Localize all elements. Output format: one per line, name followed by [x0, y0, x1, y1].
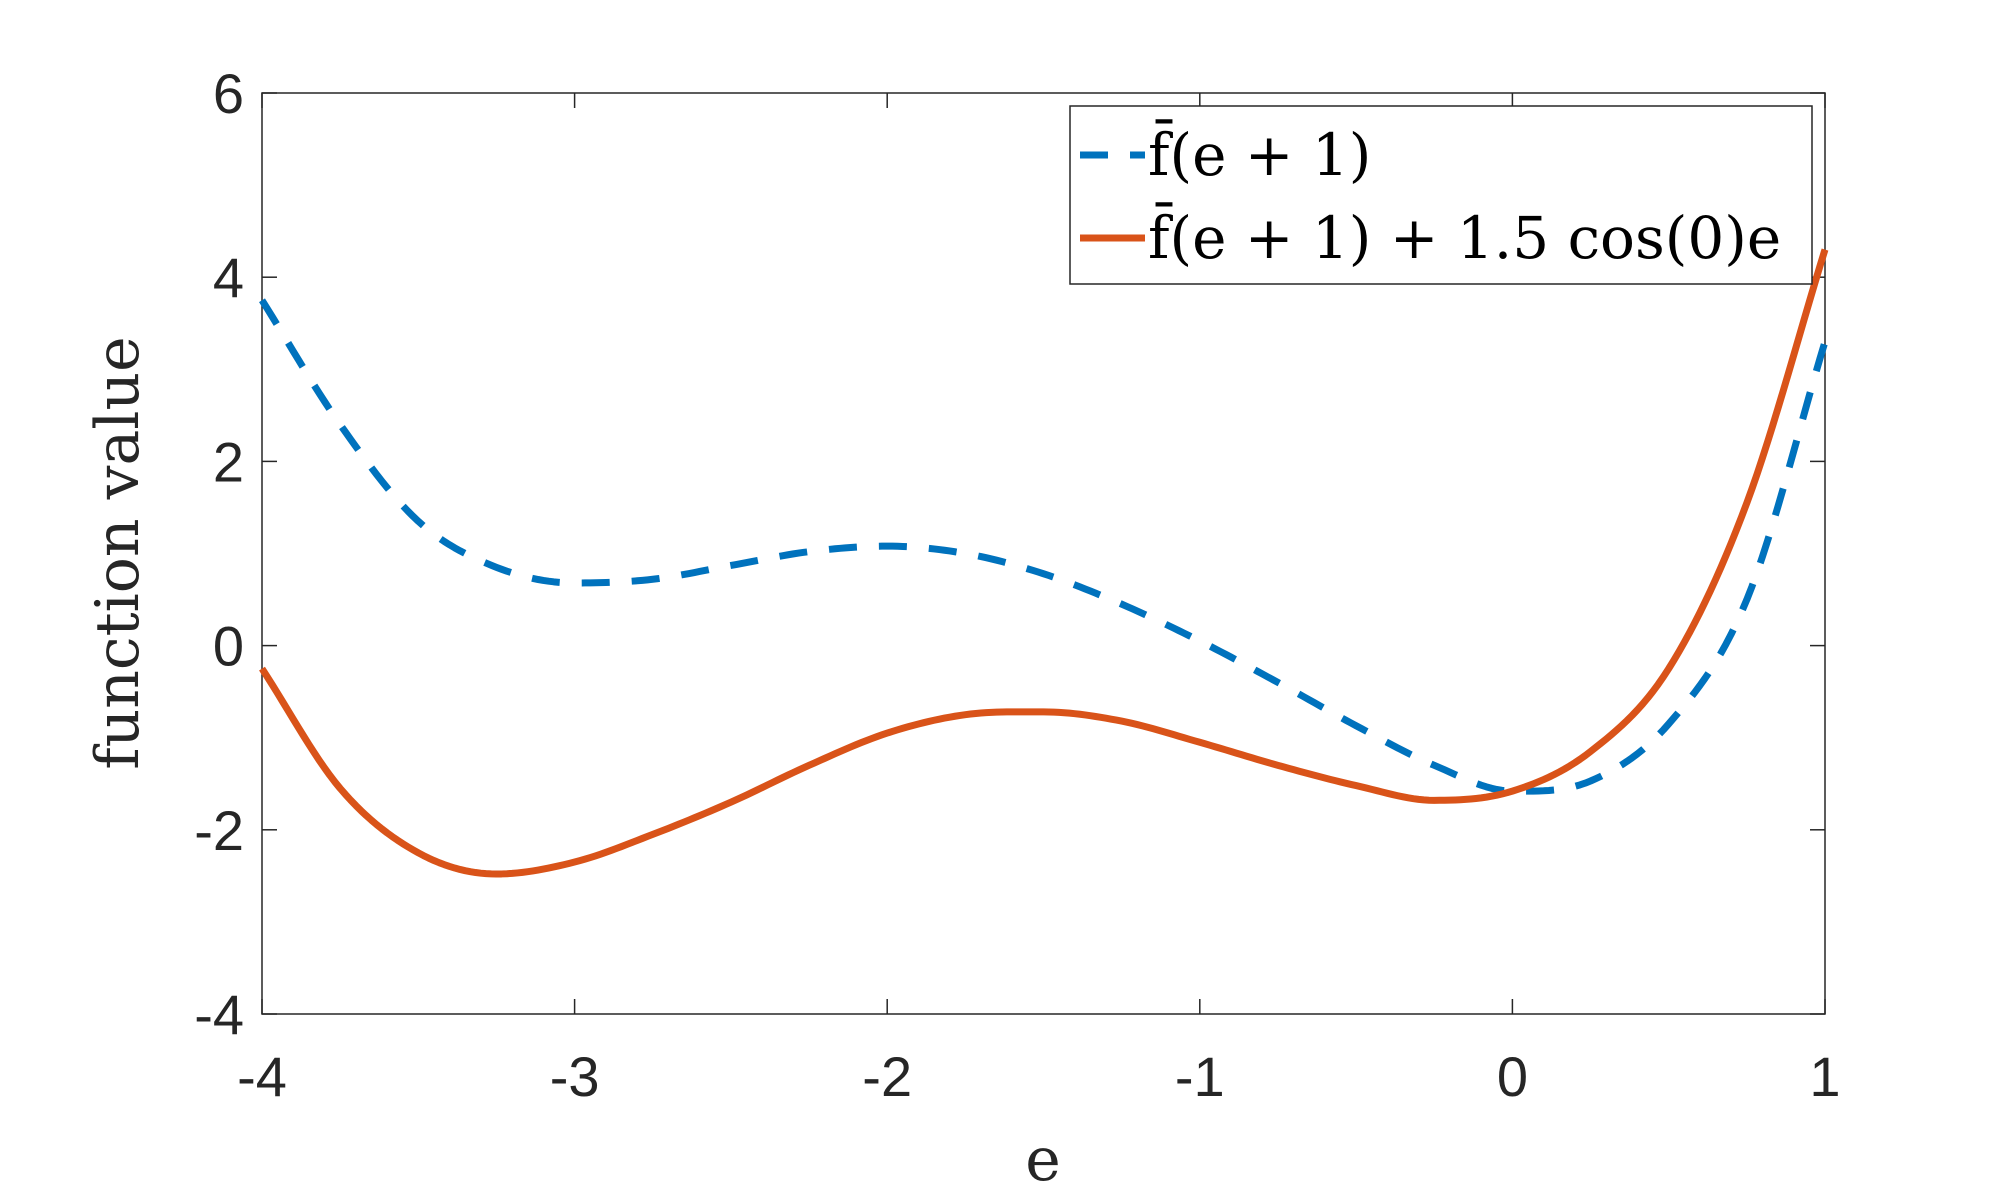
- y-tick-label: 4: [213, 246, 244, 309]
- x-tick-label: 1: [1809, 1045, 1840, 1108]
- legend-label-series-2: f̄(e + 1) + 1.5 cos(0)e: [1148, 201, 1781, 272]
- y-axis-ticks: -4 -2 0 2 4 6: [194, 62, 1825, 1046]
- x-tick-label: -2: [862, 1045, 912, 1108]
- x-tick-label: -1: [1175, 1045, 1225, 1108]
- x-axis-ticks: -4 -3 -2 -1 0 1: [237, 93, 1841, 1108]
- y-tick-label: 2: [213, 430, 244, 493]
- legend-label-series-1: f̄(e + 1): [1148, 118, 1371, 189]
- y-axis-label: function value: [83, 336, 153, 769]
- x-tick-label: -4: [237, 1045, 287, 1108]
- y-tick-label: -4: [194, 983, 244, 1046]
- series-line-1: [259, 298, 1829, 795]
- y-tick-label: -2: [194, 799, 244, 862]
- series-group: [259, 248, 1829, 878]
- legend: f̄(e + 1) f̄(e + 1) + 1.5 cos(0)e: [1069, 105, 1813, 285]
- y-tick-label: 6: [213, 62, 244, 125]
- x-tick-label: -3: [550, 1045, 600, 1108]
- x-tick-label: 0: [1497, 1045, 1528, 1108]
- series-line-2: [259, 248, 1829, 878]
- x-axis-label: e: [1025, 1125, 1061, 1195]
- y-tick-label: 0: [213, 615, 244, 678]
- legend-box: [1069, 105, 1813, 285]
